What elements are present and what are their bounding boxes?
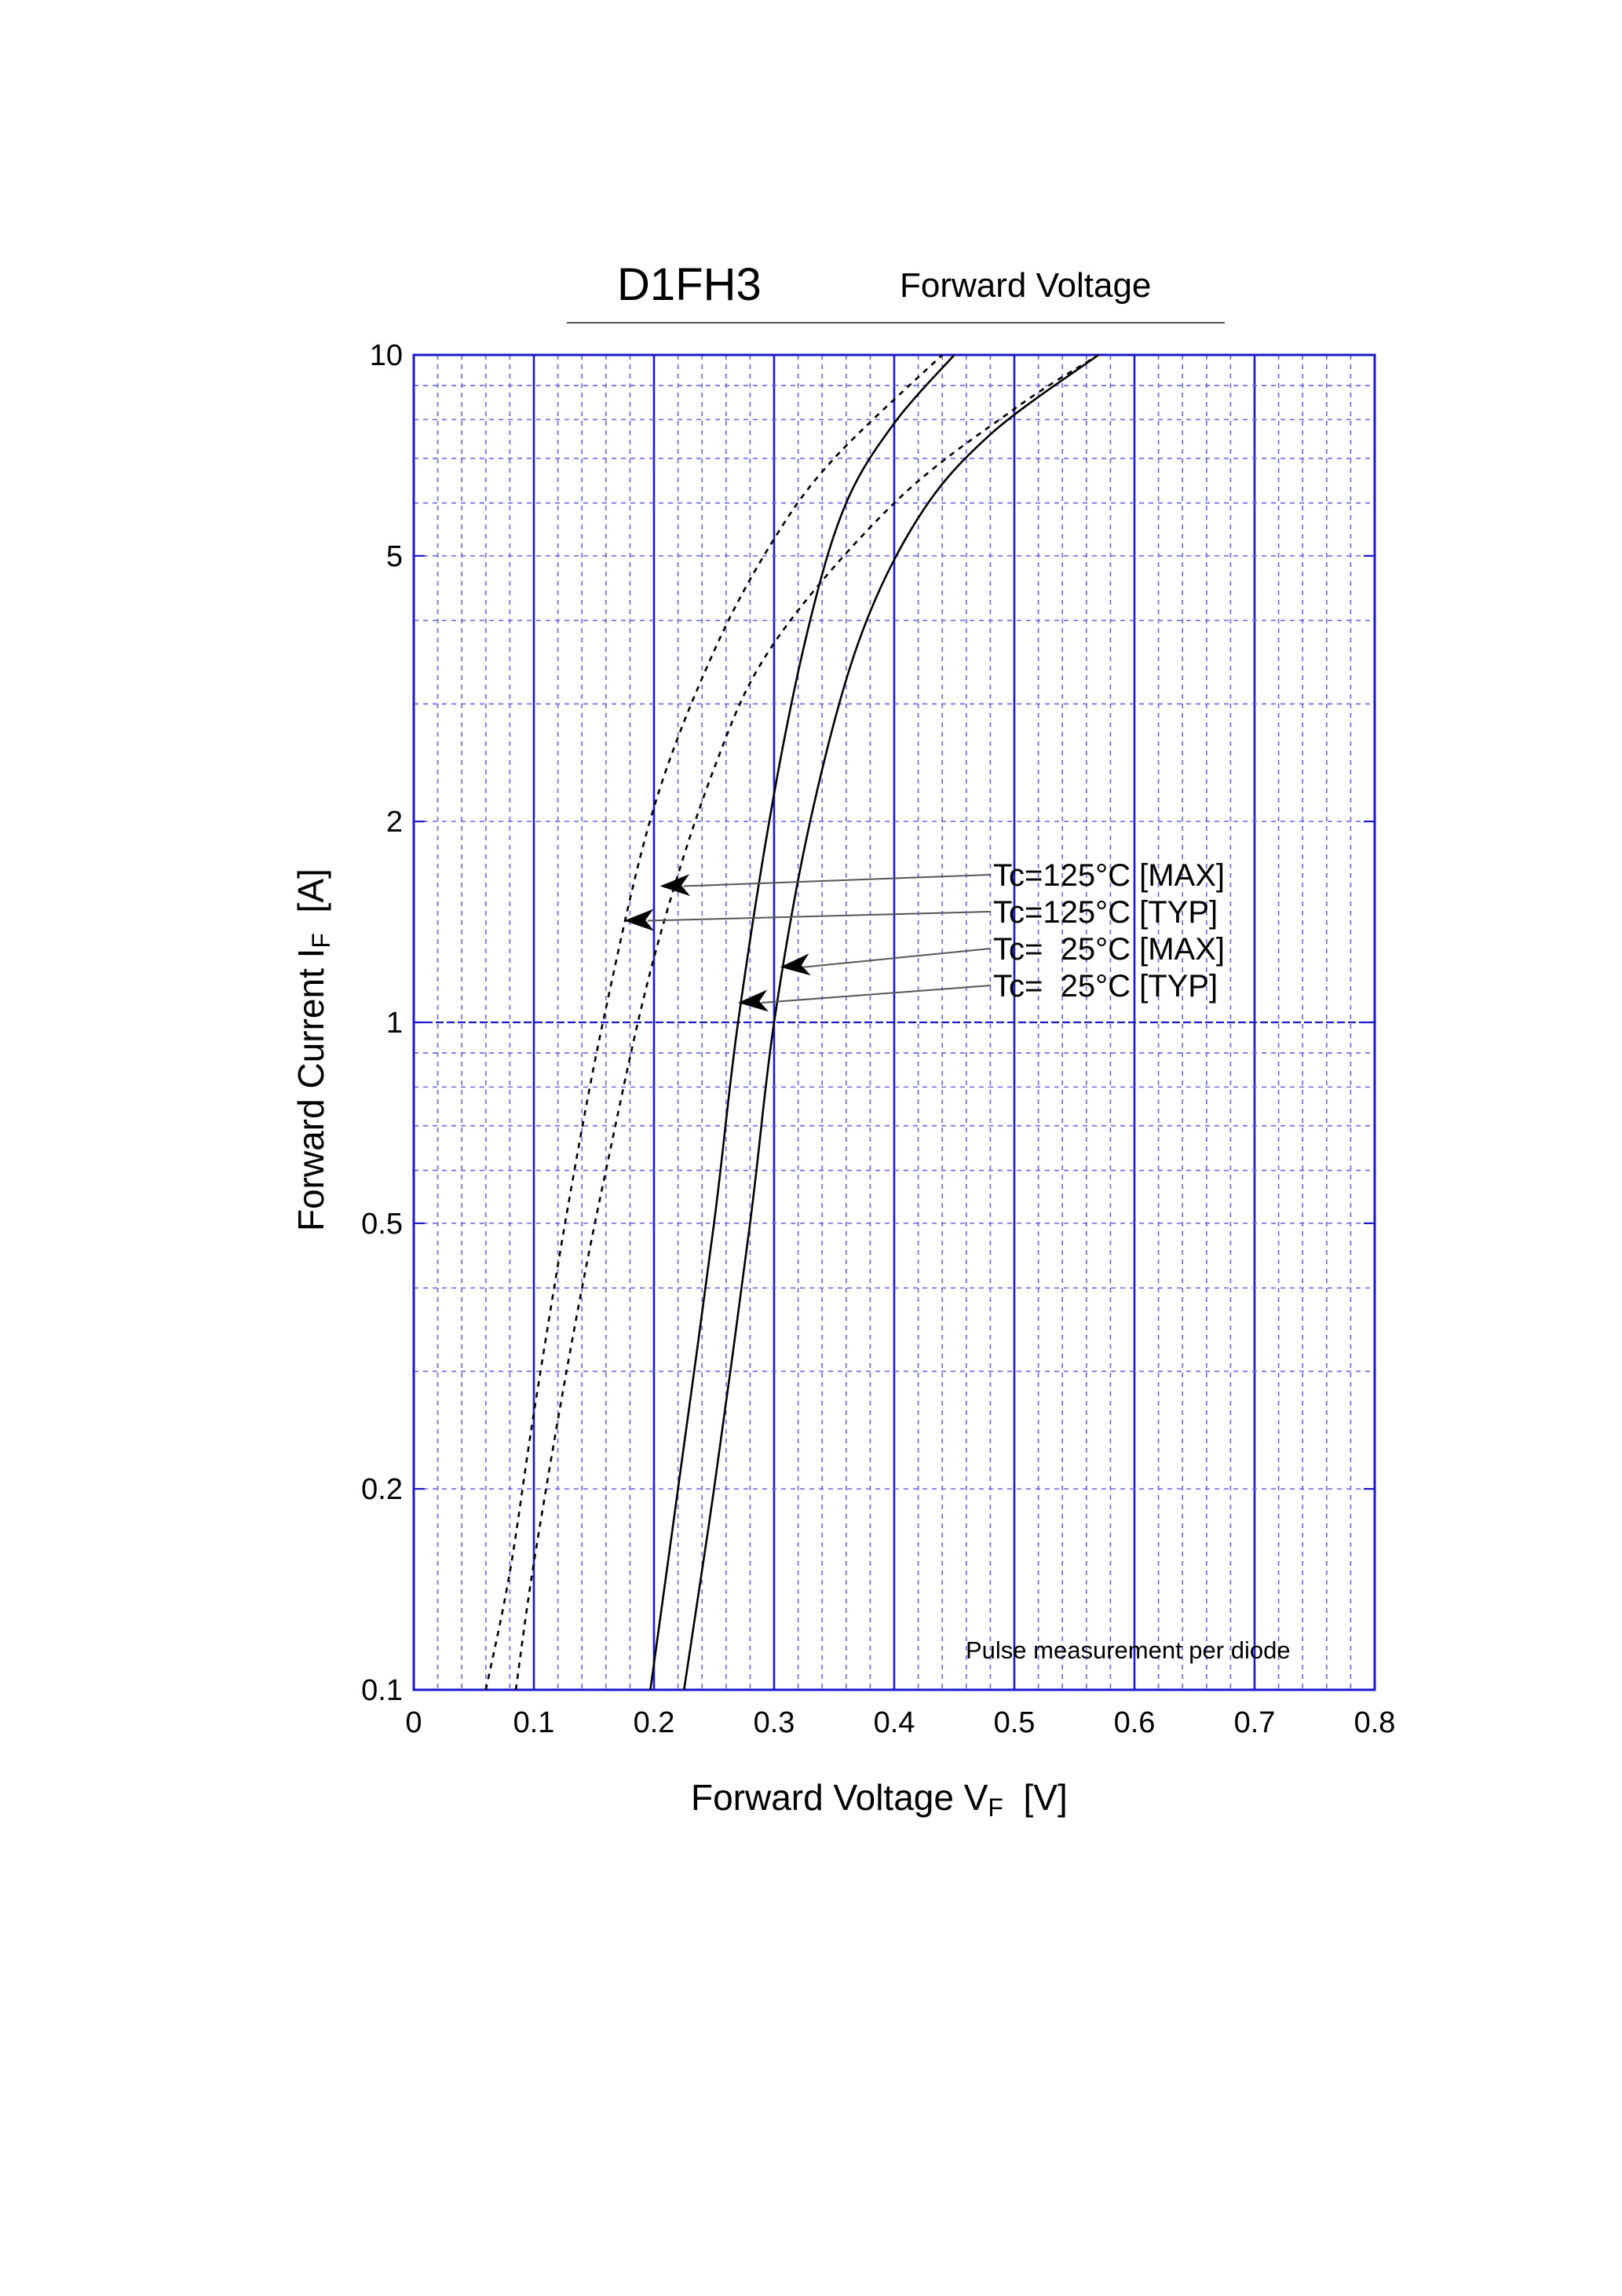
annotation-label: Tc=125°C [TYP] — [993, 895, 1218, 930]
annotations: Tc=125°C [MAX]Tc=125°C [TYP]Tc= 25°C [MA… — [623, 858, 1225, 1012]
x-tick-label: 0.7 — [1234, 1706, 1276, 1739]
series-lines — [484, 353, 1099, 1691]
x-axis-label-main: Forward Voltage V — [691, 1777, 988, 1818]
series-line-1 — [514, 353, 1099, 1691]
x-axis-label-unit: [V] — [1003, 1777, 1068, 1818]
x-axis-label: Forward Voltage VF [V] — [691, 1777, 1068, 1822]
annotation-label: Tc=125°C [MAX] — [993, 858, 1225, 893]
x-axis-label-sub: F — [988, 1793, 1003, 1822]
x-tick-label: 0.1 — [513, 1706, 555, 1739]
y-tick-label: 5 — [386, 540, 403, 573]
y-tick-label: 0.1 — [361, 1674, 403, 1707]
chart-subtitle: Forward Voltage — [900, 266, 1151, 305]
annotation-arrowhead — [623, 909, 655, 931]
y-axis-label-unit: [A] — [290, 868, 331, 933]
x-tick-label: 0.8 — [1354, 1706, 1396, 1739]
leader-line — [803, 948, 992, 968]
y-tick-label: 0.2 — [361, 1473, 403, 1506]
annotation-arrowhead — [780, 953, 811, 976]
y-tick-label: 1 — [386, 1007, 403, 1040]
leader-line — [647, 911, 992, 922]
grid — [412, 353, 1376, 1691]
y-tick-label: 2 — [386, 806, 403, 839]
series-line-4 — [649, 354, 955, 1691]
x-tick-label: 0 — [405, 1706, 422, 1739]
series-line-2 — [484, 354, 944, 1691]
x-tick-label: 0.4 — [874, 1706, 915, 1739]
chart-title: D1FH3 — [617, 259, 762, 310]
y-tick-label: 10 — [370, 339, 403, 372]
leader-line — [683, 874, 992, 887]
y-axis-label: Forward Current IF [A] — [290, 868, 335, 1231]
annotation-arrowhead — [659, 874, 691, 897]
y-axis-label-main: Forward Current I — [290, 949, 331, 1231]
annotation-arrowhead — [738, 989, 769, 1012]
annotation-label: Tc= 25°C [TYP] — [993, 969, 1218, 1004]
y-axis-label-sub: F — [307, 933, 335, 949]
leader-line — [762, 985, 992, 1004]
y-tick-label: 0.5 — [361, 1208, 403, 1241]
x-tick-label: 0.2 — [634, 1706, 675, 1739]
pulse-note: Pulse measurement per diode — [966, 1636, 1291, 1664]
x-tick-label: 0.6 — [1114, 1706, 1156, 1739]
series-line-3 — [683, 353, 1099, 1691]
x-tick-label: 0.3 — [754, 1706, 795, 1739]
x-tick-label: 0.5 — [994, 1706, 1036, 1739]
annotation-label: Tc= 25°C [MAX] — [993, 932, 1225, 967]
